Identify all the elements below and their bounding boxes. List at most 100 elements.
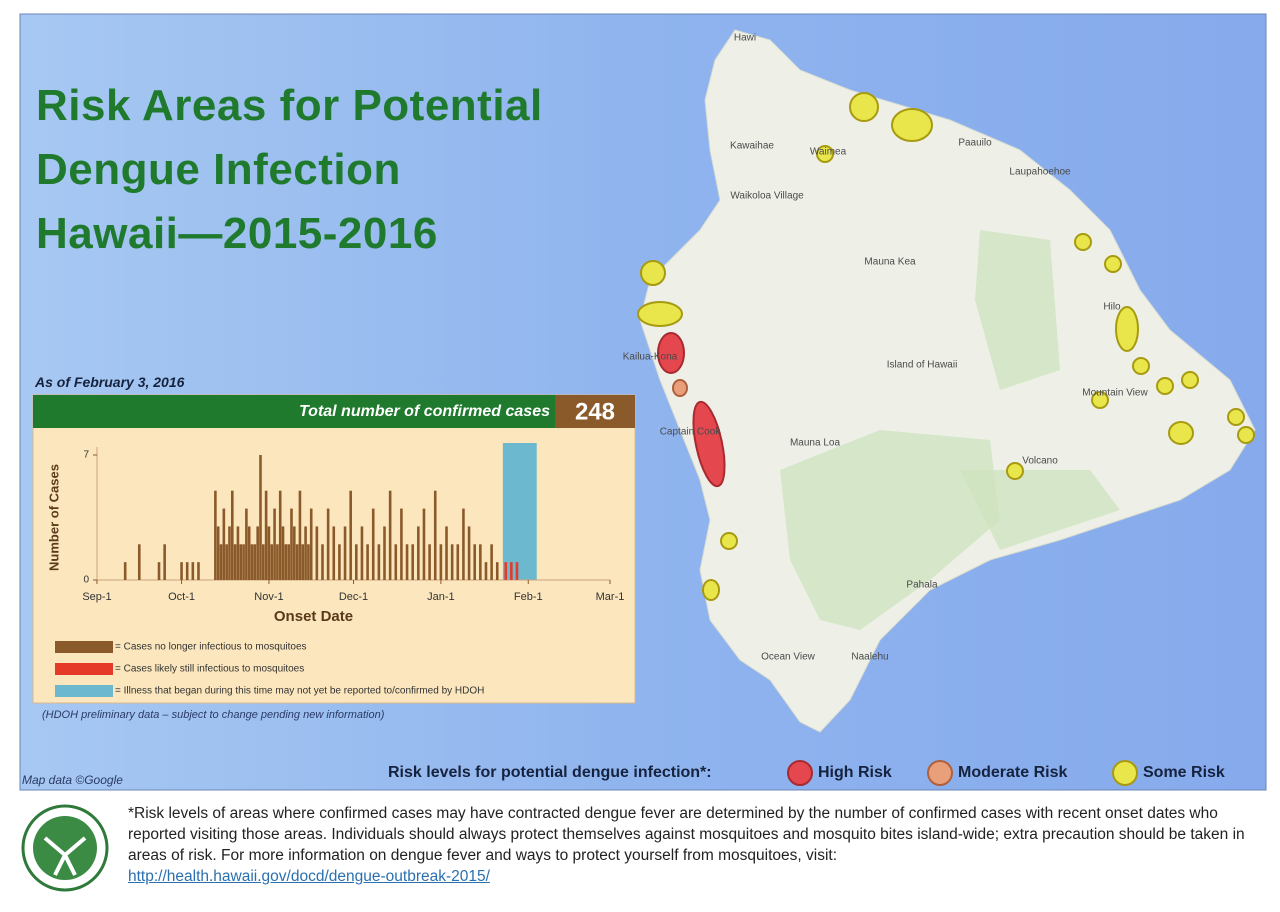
bar	[371, 508, 375, 580]
bar	[484, 562, 488, 580]
bar	[445, 526, 448, 580]
total-label: Total number of confirmed cases	[299, 403, 550, 420]
footnote-link[interactable]: http://health.hawaii.gov/docd/dengue-out…	[128, 868, 490, 885]
pending-period	[502, 443, 537, 580]
risk-marker	[849, 92, 879, 122]
bar	[456, 544, 460, 580]
bar	[267, 526, 271, 580]
place-label: Waimea	[810, 147, 847, 158]
x-tick-label: Jan-1	[427, 591, 455, 603]
bar	[250, 544, 254, 580]
total-banner	[33, 395, 555, 428]
bar	[462, 508, 465, 580]
title-line: Dengue Infection	[36, 145, 401, 194]
bar	[383, 526, 386, 580]
x-tick-label: Oct-1	[168, 591, 195, 603]
bar	[473, 544, 477, 580]
place-label: Mountain View	[1082, 388, 1148, 399]
bar	[228, 526, 231, 580]
x-tick-label: Dec-1	[339, 591, 368, 603]
place-label: Paauilo	[958, 138, 992, 149]
place-label: Pahala	[906, 580, 938, 591]
y-tick-label: 0	[83, 575, 89, 586]
risk-marker	[672, 379, 688, 397]
risk-marker	[1104, 255, 1122, 273]
map-credit: Map data ©Google	[22, 773, 123, 787]
bar	[219, 544, 223, 580]
bar	[315, 526, 319, 580]
bar	[236, 526, 240, 580]
place-label: Mauna Loa	[790, 438, 840, 449]
bar	[247, 526, 251, 580]
bar	[388, 490, 392, 580]
bar	[467, 526, 471, 580]
risk-marker	[720, 532, 738, 550]
bar	[301, 544, 305, 580]
bar	[504, 562, 508, 580]
legend-label: = Cases likely still infectious to mosqu…	[115, 664, 304, 675]
bar	[123, 562, 127, 580]
risk-marker	[702, 579, 720, 601]
bar	[405, 544, 409, 580]
bar	[490, 544, 493, 580]
bar	[433, 490, 437, 580]
risk-marker	[657, 332, 685, 374]
place-label: Volcano	[1022, 456, 1058, 467]
bar	[309, 508, 313, 580]
bar	[242, 544, 245, 580]
bar	[479, 544, 482, 580]
bar	[293, 526, 296, 580]
legend-swatch	[927, 760, 953, 786]
bar	[394, 544, 398, 580]
bar	[262, 544, 265, 580]
bar	[510, 562, 513, 580]
bar	[298, 490, 302, 580]
bar	[214, 490, 217, 580]
bar	[307, 544, 310, 580]
legend-swatch	[787, 760, 813, 786]
bar	[428, 544, 431, 580]
bar	[400, 508, 403, 580]
bar	[185, 562, 189, 580]
bar	[222, 508, 226, 580]
volcano-area	[960, 470, 1120, 550]
place-label: Mauna Kea	[864, 257, 916, 268]
bar	[321, 544, 324, 580]
bar	[355, 544, 358, 580]
logo-figure	[43, 836, 87, 876]
title-line: Risk Areas for Potential	[36, 81, 543, 130]
footnote: *Risk levels of areas where confirmed ca…	[128, 803, 1268, 887]
risk-marker	[1132, 357, 1150, 375]
bar	[278, 490, 282, 580]
legend-swatch	[1112, 760, 1138, 786]
title-line: Hawaii—2015-2016	[36, 209, 438, 258]
risk-marker	[1181, 371, 1199, 389]
place-label: Naalehu	[851, 652, 888, 663]
legend-swatch	[55, 663, 113, 675]
bar	[411, 544, 414, 580]
x-tick-label: Mar-1	[596, 591, 625, 603]
place-label: Ocean View	[761, 652, 816, 663]
bar	[515, 562, 519, 580]
bar	[197, 562, 200, 580]
bar	[360, 526, 364, 580]
bar	[495, 562, 499, 580]
bar	[191, 562, 195, 580]
x-axis-title: Onset Date	[274, 608, 353, 625]
risk-marker	[1237, 426, 1255, 444]
total-value: 248	[575, 398, 615, 425]
bar	[439, 544, 443, 580]
risk-marker	[1227, 408, 1245, 426]
footnote-text: *Risk levels of areas where confirmed ca…	[128, 805, 1245, 864]
as-of-date: As of February 3, 2016	[35, 374, 185, 390]
y-axis-title: Number of Cases	[46, 464, 61, 571]
bar	[273, 508, 276, 580]
bar	[137, 544, 141, 580]
bar	[417, 526, 420, 580]
bar	[304, 526, 307, 580]
risk-marker	[1156, 377, 1174, 395]
legend-swatch	[55, 641, 113, 653]
footer-band	[0, 793, 1280, 912]
bar	[349, 490, 352, 580]
bar	[225, 544, 228, 580]
